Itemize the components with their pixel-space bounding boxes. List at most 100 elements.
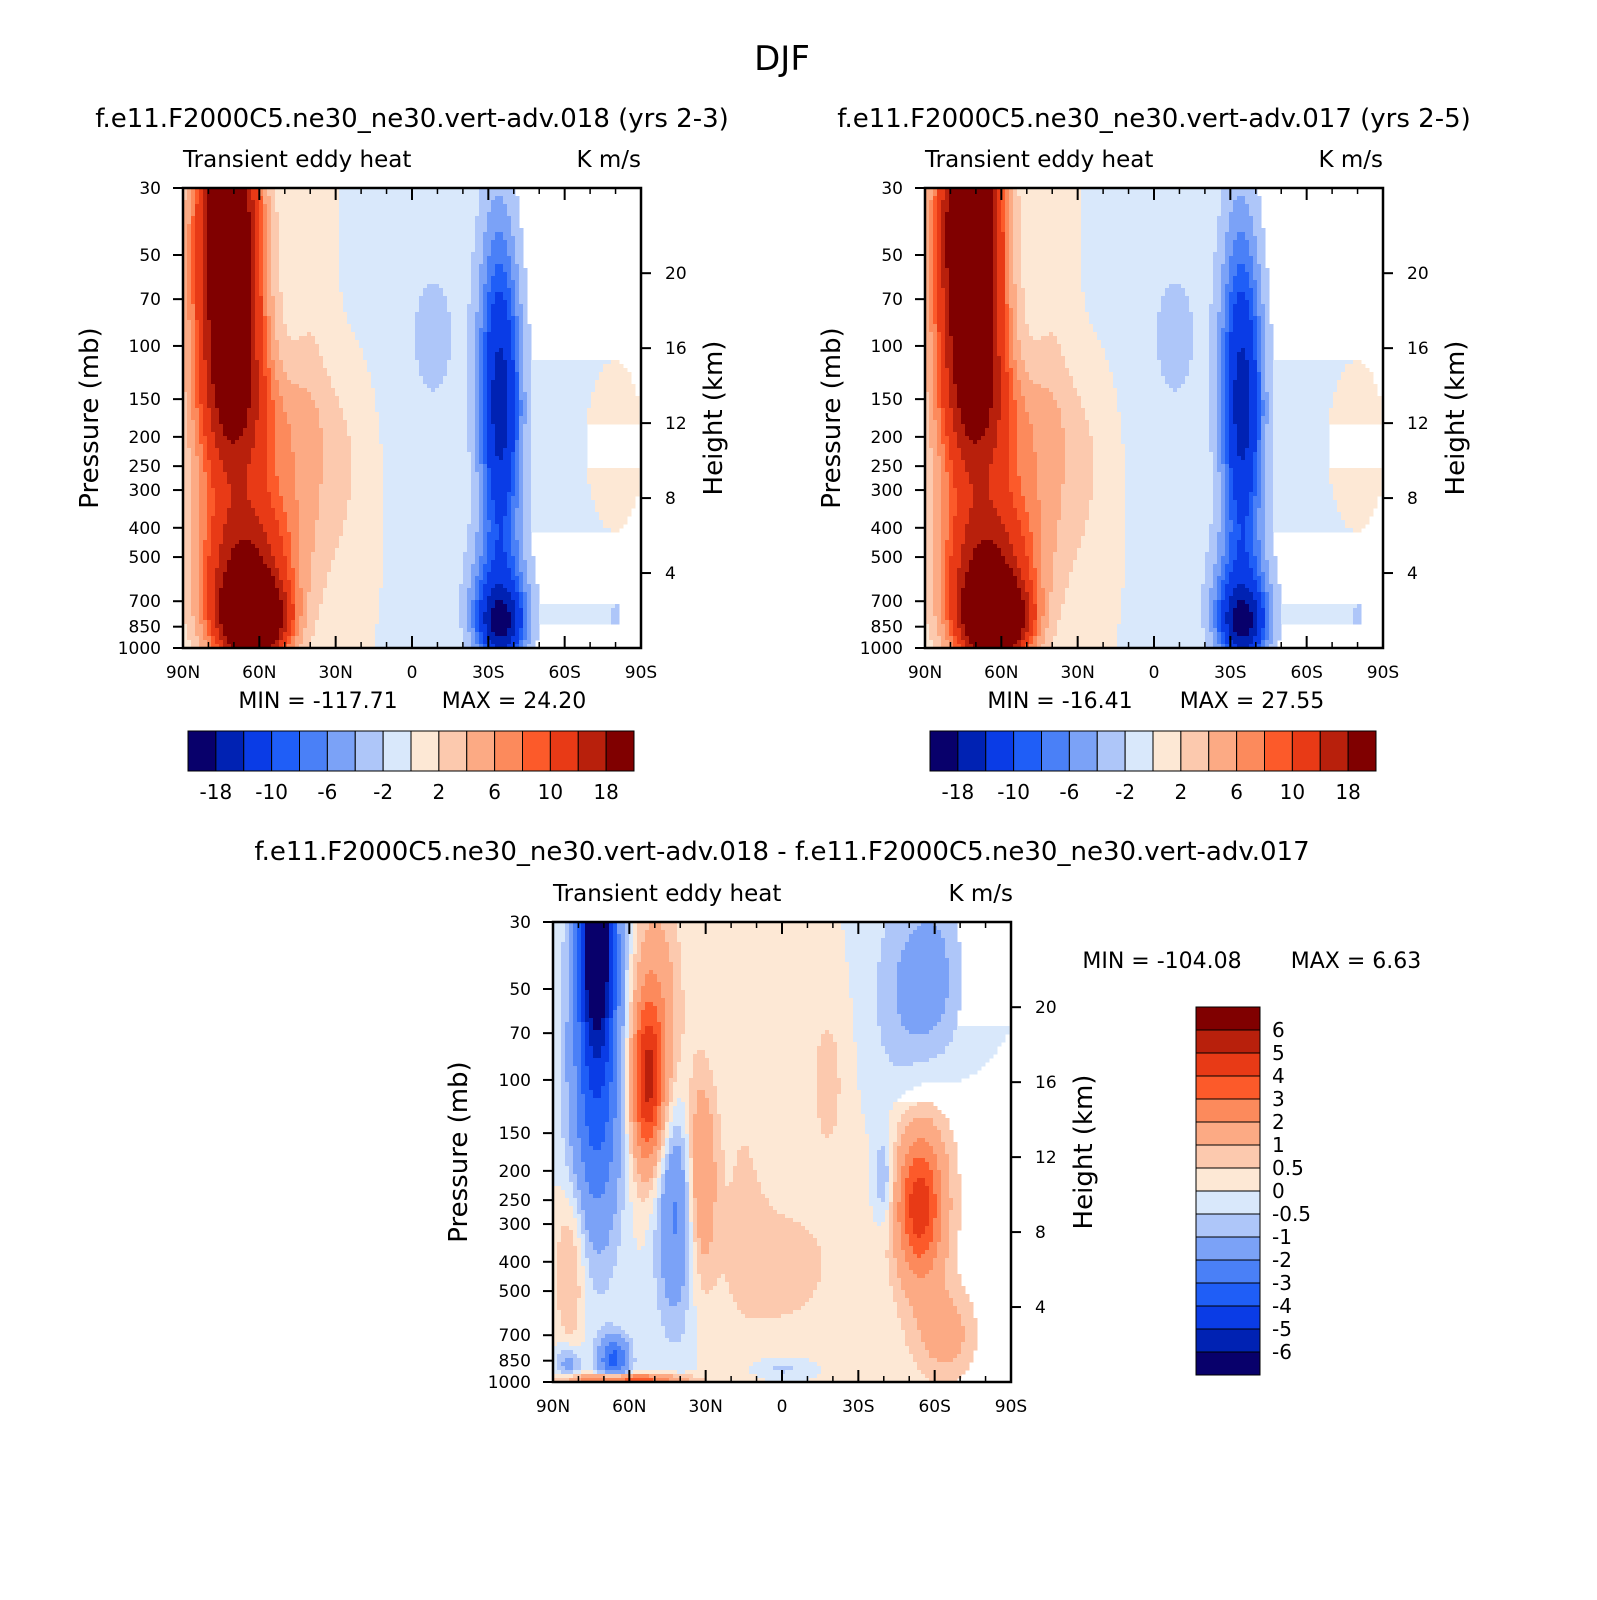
contour-cell bbox=[933, 548, 942, 553]
contour-cell bbox=[479, 436, 484, 441]
contour-cell bbox=[467, 424, 476, 429]
contour-cell bbox=[1229, 544, 1238, 549]
contour-cell bbox=[1249, 304, 1254, 309]
contour-cell bbox=[933, 232, 938, 237]
contour-cell bbox=[1225, 372, 1230, 377]
contour-cell bbox=[1225, 336, 1230, 341]
contour-cell bbox=[343, 296, 420, 301]
contour-cell bbox=[251, 240, 256, 245]
contour-cell bbox=[483, 360, 488, 365]
contour-cell bbox=[993, 400, 1002, 405]
contour-cell bbox=[925, 368, 934, 373]
contour-cell bbox=[925, 384, 934, 389]
contour-cell bbox=[1005, 188, 1010, 193]
contour-cell bbox=[993, 192, 998, 197]
contour-cell bbox=[479, 284, 484, 289]
contour-cell bbox=[463, 628, 468, 633]
contour-cell bbox=[191, 352, 196, 357]
contour-cell bbox=[507, 208, 520, 213]
contour-cell bbox=[487, 412, 492, 417]
contour-cell bbox=[375, 408, 468, 413]
contour-cell bbox=[1093, 484, 1126, 489]
contour-cell bbox=[527, 420, 532, 425]
contour-cell bbox=[1225, 388, 1230, 393]
contour-cell bbox=[379, 420, 468, 425]
contour-cell bbox=[591, 484, 640, 489]
contour-cell bbox=[929, 440, 938, 445]
contour-cell bbox=[479, 204, 492, 209]
contour-cell bbox=[1209, 364, 1218, 369]
contour-cell bbox=[941, 504, 950, 509]
contour-cell bbox=[925, 204, 930, 209]
contour-cell bbox=[1337, 504, 1378, 509]
contour-cell bbox=[211, 480, 228, 485]
contour-cell bbox=[307, 612, 320, 617]
contour-cell bbox=[471, 292, 480, 297]
contour-cell bbox=[1217, 228, 1230, 233]
contour-cell bbox=[323, 472, 352, 477]
contour-cell bbox=[203, 572, 208, 577]
contour-cell bbox=[1217, 224, 1230, 229]
contour-cell bbox=[471, 280, 480, 285]
contour-cell bbox=[989, 412, 1002, 417]
contour-cell bbox=[195, 364, 200, 369]
contour-cell bbox=[1193, 348, 1210, 353]
contour-cell bbox=[223, 428, 244, 433]
contour-cell bbox=[191, 416, 200, 421]
contour-cell bbox=[267, 256, 272, 261]
contour-cell bbox=[183, 644, 192, 648]
contour-cell bbox=[223, 624, 284, 629]
contour-cell bbox=[1125, 472, 1214, 477]
contour-cell bbox=[933, 336, 938, 341]
contour-cell bbox=[1225, 248, 1234, 253]
contour-cell bbox=[335, 392, 376, 397]
contour-cell bbox=[925, 480, 934, 485]
contour-cell bbox=[275, 508, 284, 513]
contour-cell bbox=[207, 188, 248, 193]
contour-cell bbox=[487, 220, 512, 225]
contour-cell bbox=[299, 564, 312, 569]
contour-cell bbox=[1249, 284, 1258, 289]
contour-cell bbox=[211, 640, 216, 645]
panel-1-y-axis-label: Pressure (mb) bbox=[75, 327, 105, 508]
contour-cell bbox=[929, 216, 934, 221]
contour-cell bbox=[1225, 408, 1230, 413]
contour-cell bbox=[267, 484, 280, 489]
contour-cell bbox=[941, 424, 946, 429]
contour-cell bbox=[475, 384, 480, 389]
contour-cell bbox=[491, 588, 508, 593]
contour-cell bbox=[1013, 228, 1022, 233]
contour-cell bbox=[1121, 416, 1210, 421]
contour-cell bbox=[519, 276, 528, 281]
contour-cell bbox=[1009, 312, 1014, 317]
contour-cell bbox=[933, 196, 938, 201]
contour-cell bbox=[1265, 488, 1274, 493]
contour-cell bbox=[183, 424, 188, 429]
panel-2: f.e11.F2000C5.ne30_ne30.vert-adv.017 (yr… bbox=[817, 104, 1471, 804]
contour-cell bbox=[195, 196, 200, 201]
contour-cell bbox=[519, 600, 524, 605]
contour-cell bbox=[183, 544, 192, 549]
contour-cell bbox=[195, 452, 204, 457]
contour-cell bbox=[315, 624, 376, 629]
contour-cell bbox=[471, 604, 476, 609]
contour-cell bbox=[1225, 392, 1230, 397]
contour-cell bbox=[195, 236, 204, 241]
contour-cell bbox=[941, 260, 946, 265]
contour-cell bbox=[207, 196, 248, 201]
contour-cell bbox=[539, 616, 612, 621]
contour-cell bbox=[1273, 492, 1334, 497]
contour-cell bbox=[1029, 528, 1042, 533]
contour-cell bbox=[1217, 532, 1226, 537]
contour-cell bbox=[1261, 340, 1266, 345]
contour-cell bbox=[937, 336, 942, 341]
contour-cell bbox=[219, 456, 252, 461]
contour-cell bbox=[1261, 320, 1266, 325]
contour-cell bbox=[993, 380, 1002, 385]
contour-cell bbox=[215, 592, 220, 597]
contour-cell bbox=[491, 640, 512, 645]
contour-cell bbox=[275, 360, 284, 365]
contour-cell bbox=[267, 452, 276, 457]
contour-cell bbox=[183, 640, 192, 645]
contour-cell bbox=[1213, 472, 1222, 477]
